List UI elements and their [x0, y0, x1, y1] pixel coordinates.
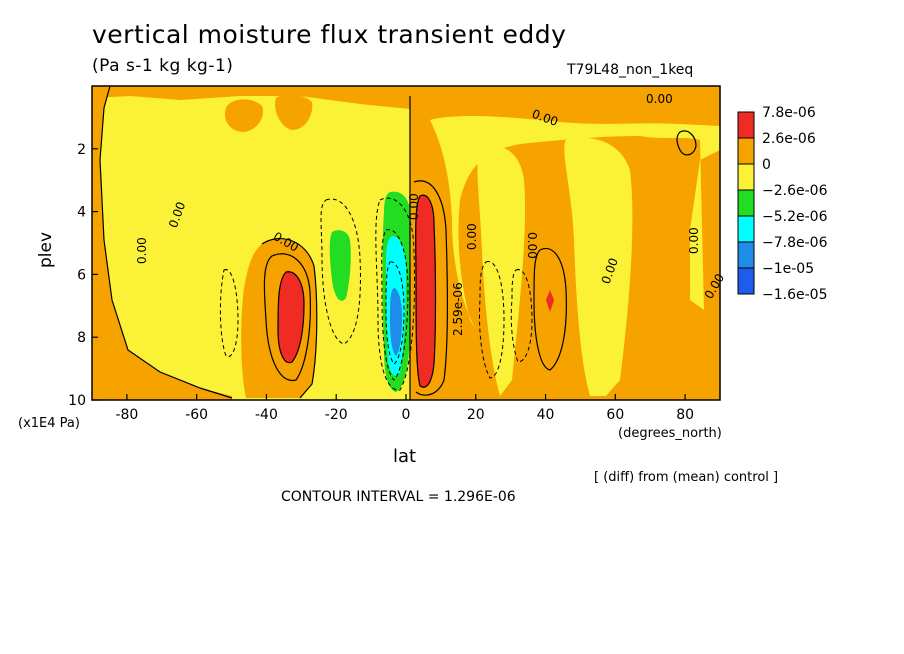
contour-line-nh-outer: [413, 180, 448, 396]
dashed-contour-nh-20: [479, 261, 505, 379]
colorbar-swatch: [737, 163, 755, 191]
chart-units: (Pa s-1 kg kg-1): [92, 56, 234, 76]
x-tick-label: 80: [676, 407, 694, 423]
contour-lines: [99, 86, 697, 400]
contour-line-sh-core: [277, 271, 305, 364]
y-tick-label: 4: [77, 205, 86, 221]
colorbar-swatch: [737, 137, 755, 165]
x-tick-label: -80: [115, 407, 138, 423]
model-tag: T79L48_non_1keq: [567, 62, 694, 78]
dashed-contour-nh-30: [510, 269, 533, 363]
colorbar-label: −1e-05: [762, 261, 814, 277]
colorbar-swatch: [737, 215, 755, 243]
contour-label: 0.00: [465, 223, 479, 250]
contour-label: 0.00: [646, 92, 673, 106]
fill-red-nh-spot: [546, 290, 554, 312]
fill-orange-top-mid: [275, 94, 313, 130]
colorbar-label: 7.8e-06: [762, 105, 816, 121]
colorbar-label: 2.6e-06: [762, 131, 816, 147]
colorbar-label: 0: [762, 157, 771, 173]
contour-label: 0.00: [687, 227, 701, 254]
x-tick-label: 20: [467, 407, 485, 423]
y-axis-ticks: 2 4 6 8 10: [68, 142, 98, 409]
contour-label: 0.00: [525, 232, 539, 259]
dashed-contour-eq-1: [375, 197, 415, 391]
colorbar-swatch: [737, 267, 755, 295]
dashed-contour-eq-3: [385, 261, 405, 365]
colorbar-swatch: [737, 111, 755, 139]
fill-green-sh-sub: [329, 230, 351, 301]
contour-line-sh-lobe: [261, 237, 318, 399]
contour-line-blob: [676, 130, 697, 156]
contour-interval: CONTOUR INTERVAL = 1.296E-06: [281, 489, 516, 505]
x-tick-label: 0: [402, 407, 411, 423]
colorbar-label: −7.8e-06: [762, 235, 828, 251]
x-tick-label: 40: [537, 407, 555, 423]
contour-line-west: [99, 86, 233, 399]
chart-title: vertical moisture flux transient eddy: [92, 20, 567, 49]
y-tick-label: 6: [77, 267, 86, 283]
x-tick-label: -20: [325, 407, 348, 423]
fill-yellow-nh-lat50: [564, 137, 633, 396]
contour-line-nh-core: [415, 194, 437, 388]
fill-red-nh-core: [415, 195, 436, 388]
filled-contours: [92, 86, 720, 400]
contour-line-sh-inner: [263, 253, 311, 381]
colorbar-swatch: [737, 189, 755, 217]
y-tick-label: 2: [77, 142, 86, 158]
colorbar-label: −2.6e-06: [762, 183, 828, 199]
contour-label: 0.00: [407, 193, 421, 220]
negative-contours: [219, 197, 533, 391]
y-tick-label: 8: [77, 330, 86, 346]
fill-red-sh-core: [278, 271, 304, 363]
fill-yellow-nh-mid: [477, 146, 526, 396]
y-axis-units: (x1E4 Pa): [18, 416, 80, 431]
contour-line-nh-lat40: [533, 248, 567, 371]
dashed-contour-eq-2: [381, 229, 409, 381]
x-tick-label: -40: [255, 407, 278, 423]
colorbar-label: −1.6e-05: [762, 287, 827, 303]
fill-orange-top-left: [224, 99, 264, 132]
contour-label: 0.00: [135, 237, 149, 264]
x-tick-label: -60: [185, 407, 208, 423]
contour-label: 2.59e-06: [451, 282, 465, 336]
x-axis-ticks: -80 -60 -40 -20 0 20 40 60 80: [115, 394, 694, 423]
colorbar-swatch: [737, 241, 755, 269]
x-axis-units: (degrees_north): [618, 426, 722, 441]
dashed-contour-west: [219, 269, 239, 358]
fill-yellow-nh-top: [430, 116, 720, 330]
x-axis-label: lat: [393, 446, 417, 467]
diff-note: [ (diff) from (mean) control ]: [594, 470, 779, 485]
x-tick-label: 60: [606, 407, 624, 423]
y-tick-label: 10: [68, 393, 86, 409]
fill-blue-equator: [390, 288, 402, 356]
colorbar: 7.8e-06 2.6e-06 0 −2.6e-06 −5.2e-06 −7.8e-06 −…: [737, 105, 828, 303]
fill-orange-west: [92, 86, 232, 400]
colorbar-label: −5.2e-06: [762, 209, 828, 225]
contour-labels: 0.00 0.00 0.00 0.00 0.00 0.00 0.00 0.00 …: [135, 92, 727, 336]
